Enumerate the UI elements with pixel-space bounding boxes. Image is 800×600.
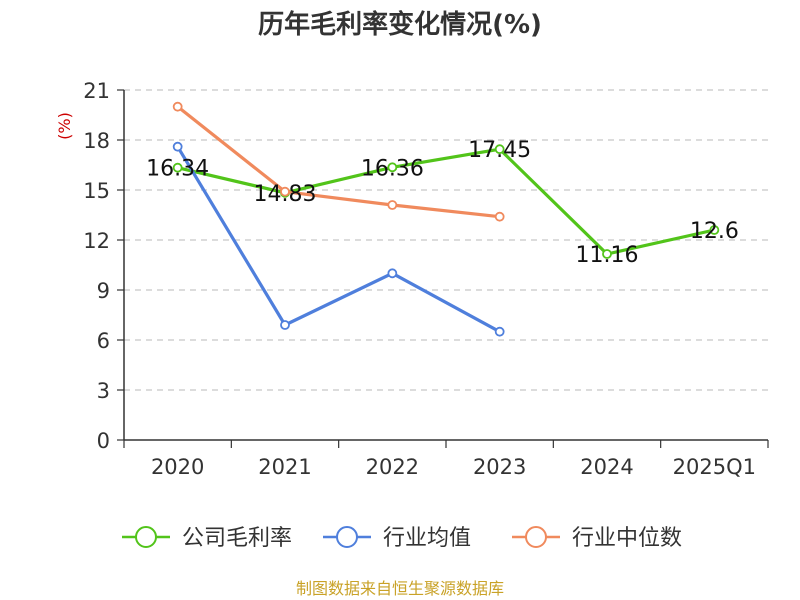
- data-label: 12.6: [690, 219, 739, 244]
- data-labels: 16.34 14.83 16.36 17.45 11.16 12.6: [146, 138, 739, 268]
- series-line-2: [176, 105, 500, 219]
- legend-label: 行业均值: [383, 526, 471, 551]
- data-point: [387, 200, 398, 210]
- data-point: [494, 144, 505, 155]
- series-line-1: [176, 145, 501, 334]
- data-point: [172, 162, 183, 173]
- legend-marker: [525, 526, 547, 548]
- x-tick-label: 2025Q1: [673, 455, 756, 479]
- data-label: 11.16: [576, 243, 639, 268]
- y-tick-label: 6: [97, 329, 110, 353]
- y-tick-label: 15: [83, 179, 110, 203]
- legend-label: 行业中位数: [572, 526, 682, 551]
- legend: 公司毛利率 行业均值 行业中位数: [122, 526, 682, 551]
- gridlines: [124, 89, 768, 391]
- data-point: [387, 268, 398, 279]
- y-tick-label: 0: [97, 429, 110, 453]
- y-tick-label: 18: [83, 129, 110, 153]
- legend-marker: [336, 526, 358, 548]
- data-label: 16.36: [361, 156, 424, 181]
- y-tick-label: 21: [83, 79, 110, 103]
- data-point: [494, 211, 505, 222]
- x-tick-label: 2020: [151, 455, 204, 479]
- x-tick-label: 2023: [473, 455, 526, 479]
- data-label: 16.34: [146, 157, 209, 182]
- data-point: [172, 141, 183, 152]
- y-tick-label: 12: [83, 229, 110, 253]
- series-line-0: [177, 147, 715, 256]
- data-point: [602, 249, 612, 259]
- data-point: [387, 162, 398, 173]
- chart-title: 历年毛利率变化情况(%): [258, 9, 542, 40]
- legend-label: 公司毛利率: [182, 526, 292, 551]
- x-tick-label: 2021: [258, 455, 311, 479]
- axes: 0 3 6 9 12 15 18 21 2020 2021 2022 2023 2024 2025Q1: [83, 79, 769, 479]
- data-point: [494, 326, 505, 337]
- data-point: [709, 225, 720, 235]
- data-point: [280, 186, 290, 197]
- y-unit-label: (%): [55, 112, 74, 140]
- data-label: 17.45: [468, 138, 531, 163]
- y-tick-label: 3: [97, 379, 110, 403]
- legend-marker: [135, 526, 157, 548]
- source-note: 制图数据来自恒生聚源数据库: [296, 579, 504, 598]
- y-tick-label: 9: [97, 279, 110, 303]
- x-tick-label: 2022: [366, 455, 419, 479]
- data-point: [172, 101, 183, 112]
- x-tick-label: 2024: [580, 455, 633, 479]
- series-layer: [172, 101, 720, 337]
- data-point: [280, 320, 290, 330]
- data-label: 14.83: [254, 182, 317, 207]
